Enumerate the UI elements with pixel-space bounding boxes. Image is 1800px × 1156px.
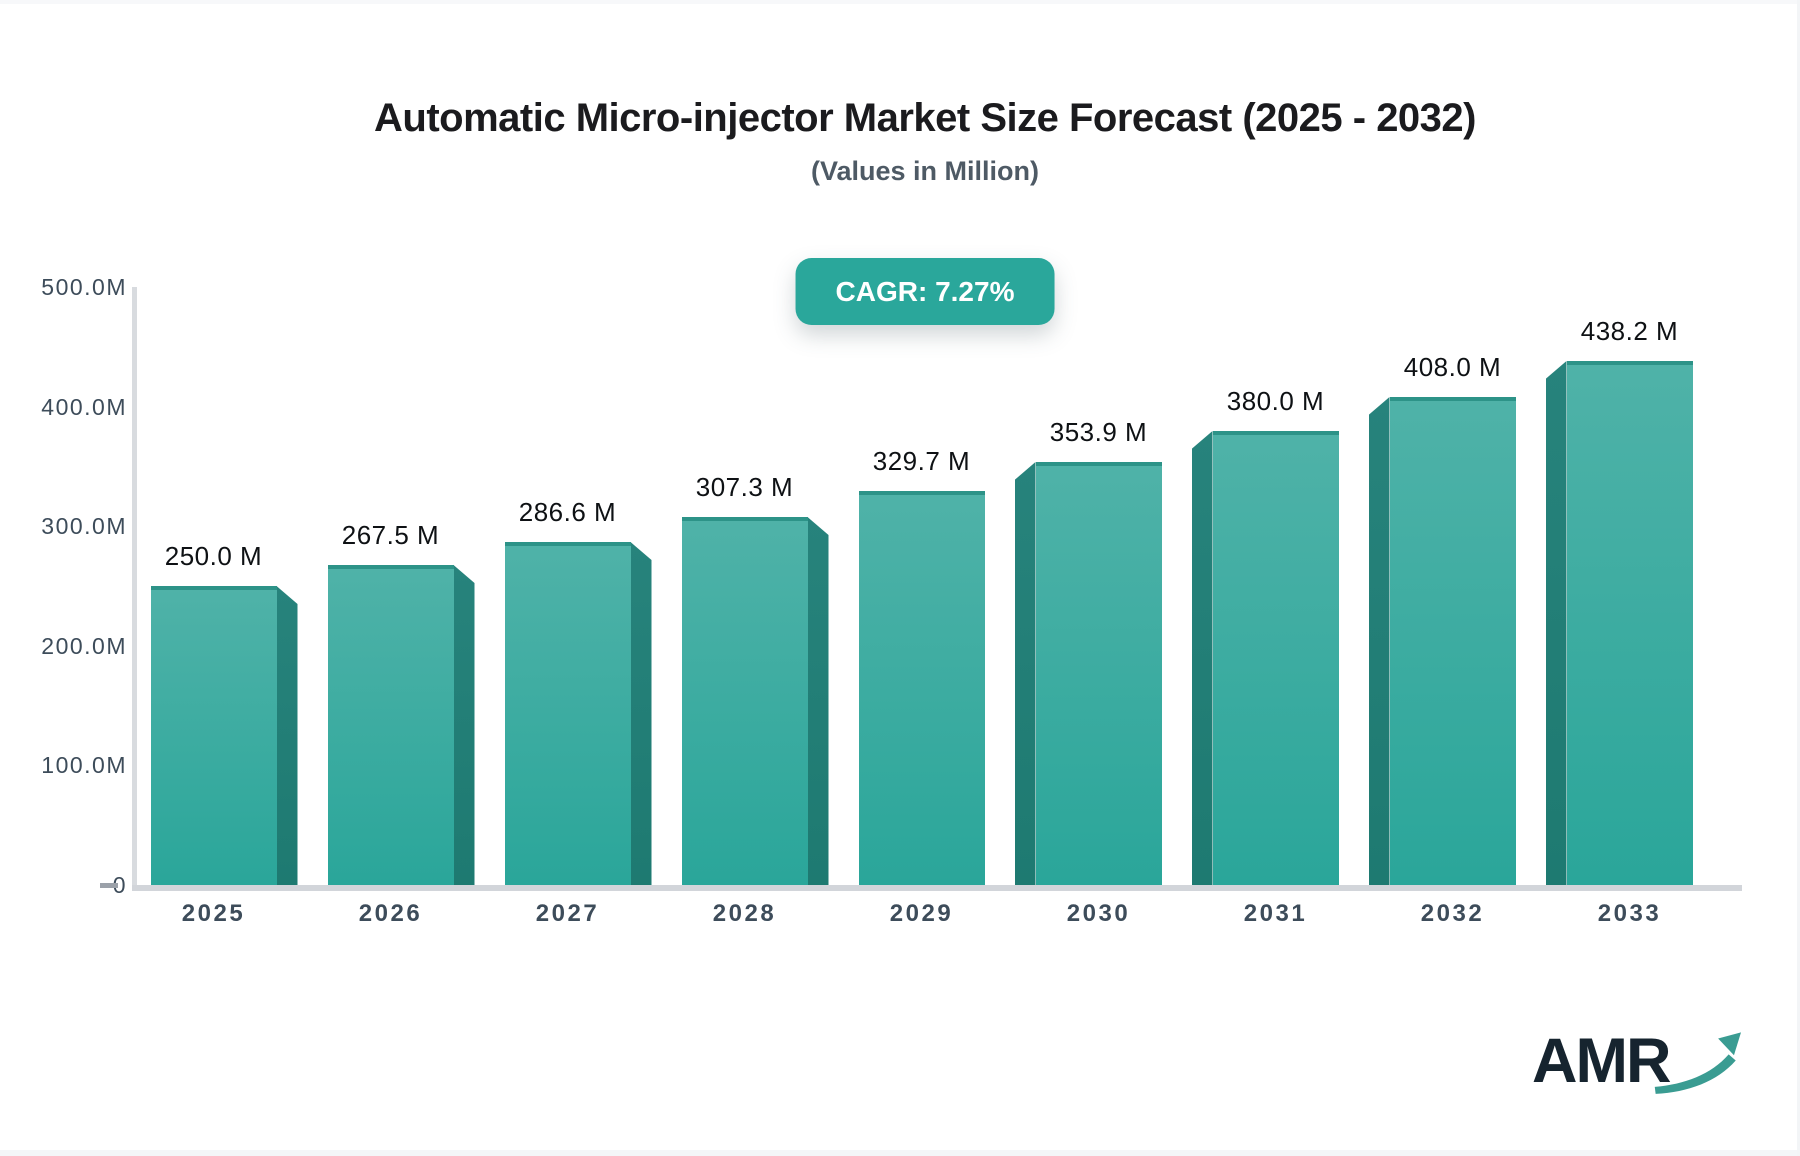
x-axis-label-2029: 2029 xyxy=(889,900,954,927)
bar-side-face-2031 xyxy=(1191,431,1213,885)
page-top-strip xyxy=(0,0,1800,4)
bar-side-face-2027 xyxy=(630,542,652,885)
amr-logo-text: AMR xyxy=(1532,1026,1671,1096)
bar-side-face-2032 xyxy=(1368,397,1390,885)
bar-2025[interactable] xyxy=(150,586,277,885)
y-axis-tick-label: 500.0M xyxy=(41,274,127,300)
bar-value-label-2026: 267.5 M xyxy=(341,520,440,550)
y-axis-tick-label: 0 xyxy=(112,872,127,898)
bar-side-face-2033 xyxy=(1545,361,1567,885)
bar-2031[interactable] xyxy=(1212,431,1339,885)
x-axis-line xyxy=(132,885,1742,891)
bar-side-face-2028 xyxy=(807,517,829,885)
bar-2026[interactable] xyxy=(327,565,454,885)
cagr-badge: CAGR: 7.27% xyxy=(795,258,1055,325)
bar-side-face-2030 xyxy=(1014,462,1036,885)
zero-tick-mark xyxy=(100,883,118,888)
y-axis-line xyxy=(132,287,137,885)
bar-value-label-2028: 307.3 M xyxy=(695,472,794,502)
bar-2030[interactable] xyxy=(1035,462,1162,885)
bar-side-face-2026 xyxy=(453,565,475,885)
bar-value-label-2027: 286.6 M xyxy=(518,497,617,527)
x-axis-label-2025: 2025 xyxy=(181,900,246,927)
y-axis-tick-label: 400.0M xyxy=(41,394,127,420)
bar-2029[interactable] xyxy=(858,491,985,885)
bar-value-label-2031: 380.0 M xyxy=(1226,386,1325,416)
amr-logo: AMR xyxy=(1532,1026,1742,1096)
x-axis-label-2030: 2030 xyxy=(1066,900,1131,927)
x-axis-label-2031: 2031 xyxy=(1243,900,1308,927)
x-axis-label-2028: 2028 xyxy=(712,900,777,927)
bar-2027[interactable] xyxy=(504,542,631,885)
growth-arrow-icon xyxy=(1655,1032,1742,1094)
bar-value-label-2025: 250.0 M xyxy=(164,541,263,571)
x-axis-label-2027: 2027 xyxy=(535,900,600,927)
chart-subtitle: (Values in Million) xyxy=(810,156,1040,186)
bar-2033[interactable] xyxy=(1566,361,1693,885)
y-axis-tick-label: 100.0M xyxy=(41,752,127,778)
y-axis-tick-label: 300.0M xyxy=(41,513,127,539)
bar-2032[interactable] xyxy=(1389,397,1516,885)
x-axis-label-2026: 2026 xyxy=(358,900,423,927)
bar-value-label-2032: 408.0 M xyxy=(1403,352,1502,382)
bar-side-face-2025 xyxy=(276,586,298,885)
bar-value-label-2030: 353.9 M xyxy=(1049,417,1148,447)
page-bottom-strip xyxy=(0,1150,1800,1156)
bar-value-label-2029: 329.7 M xyxy=(872,446,971,476)
y-axis-tick-label: 200.0M xyxy=(41,633,127,659)
bar-value-label-2033: 438.2 M xyxy=(1580,316,1679,346)
page-right-strip xyxy=(1797,0,1800,1156)
bar-2028[interactable] xyxy=(681,517,808,885)
x-axis-label-2032: 2032 xyxy=(1420,900,1485,927)
chart-title: Automatic Micro-injector Market Size For… xyxy=(374,96,1476,140)
x-axis-label-2033: 2033 xyxy=(1597,900,1662,927)
